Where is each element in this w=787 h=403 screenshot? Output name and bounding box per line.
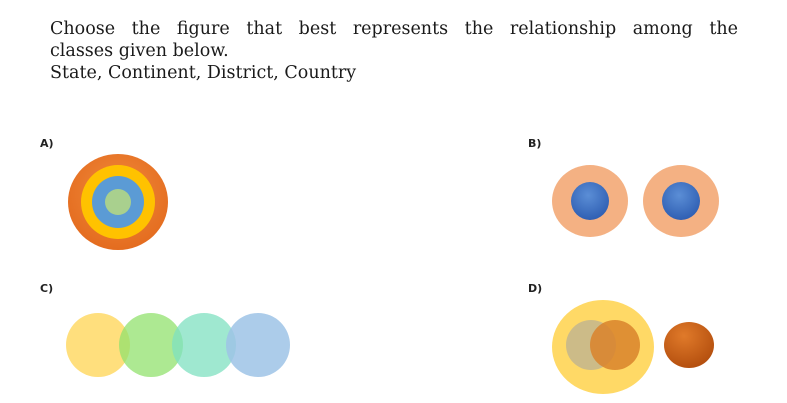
question-line-1: Choose the figure that best represents t… [50, 19, 738, 39]
option-c-circle-1 [66, 313, 130, 377]
option-c-label[interactable]: C) [40, 282, 54, 295]
option-a-inner-circle [105, 189, 131, 215]
option-b-figure[interactable] [550, 163, 722, 239]
option-d-figure[interactable] [550, 298, 720, 396]
question-classes: State, Continent, District, Country [50, 63, 357, 83]
option-a-figure[interactable] [65, 150, 171, 254]
option-d-label[interactable]: D) [528, 282, 543, 295]
option-b-label[interactable]: B) [528, 137, 542, 150]
option-b-left-inner-circle [571, 182, 609, 220]
option-c-circle-4 [226, 313, 290, 377]
option-c-figure[interactable] [64, 312, 294, 378]
option-c-circle-3 [172, 313, 236, 377]
option-c-circle-2 [119, 313, 183, 377]
option-a-label[interactable]: A) [40, 137, 54, 150]
question-text: Choose the figure that best represents t… [50, 18, 738, 84]
option-d-right-inner-circle [590, 320, 640, 370]
question-line-2: classes given below. [50, 41, 229, 61]
option-b-right-inner-circle [662, 182, 700, 220]
option-d-separate-circle [664, 322, 714, 368]
